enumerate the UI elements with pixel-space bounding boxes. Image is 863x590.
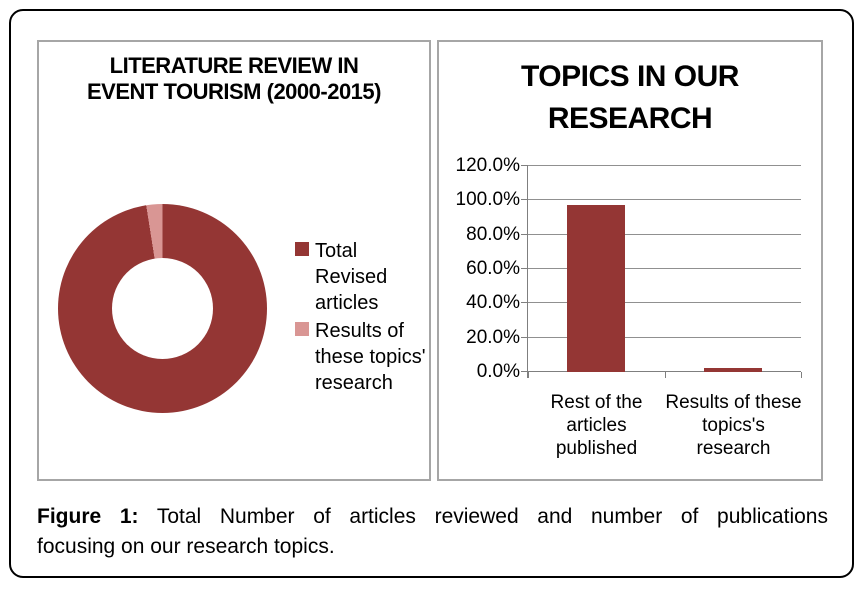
x-axis-line [521, 371, 801, 372]
figure-caption: Figure 1: Total Number of articles revie… [37, 502, 828, 562]
y-tick-label: 20.0% [466, 326, 520, 348]
x-axis-label-results-research: Results of these topics's research [665, 392, 802, 459]
y-axis-tick [521, 268, 528, 269]
bar-1 [703, 367, 762, 372]
bar-chart-title-text: TOPICS IN OUR RESEARCH [521, 60, 739, 135]
bar-chart-title: TOPICS IN OUR RESEARCH [439, 56, 821, 140]
gridline [528, 268, 801, 269]
donut-chart [58, 204, 267, 413]
legend-swatch-dark-red [295, 242, 309, 256]
legend-item-total-revised: Total Revised articles [295, 238, 435, 316]
x-axis-tick [801, 372, 802, 378]
y-tick-label: 0.0% [476, 361, 520, 382]
y-tick-label: 80.0% [466, 223, 520, 245]
x-axis-label-rest-of-articles: Rest of the articles published [550, 392, 643, 459]
gridline [528, 336, 801, 338]
donut-chart-panel: LITERATURE REVIEW IN EVENT TOURISM (2000… [37, 40, 431, 481]
x-axis-tick [528, 372, 529, 378]
donut-chart-title: LITERATURE REVIEW IN EVENT TOURISM (2000… [39, 53, 429, 105]
bar-plot-area [521, 165, 802, 378]
caption-line-2: focusing on our research topics. [37, 535, 335, 558]
legend-label-results: Results of these topics' research [315, 320, 426, 394]
legend-label-total-revised: Total Revised articles [315, 240, 388, 314]
y-tick-label: 120.0% [455, 155, 520, 176]
caption-line-1: Figure 1: Total Number of articles revie… [37, 502, 828, 532]
y-axis-tick [521, 233, 528, 235]
y-axis-tick [521, 199, 528, 201]
y-tick-label: 40.0% [466, 292, 520, 314]
y-axis-tick [521, 165, 528, 166]
gridline [528, 165, 801, 166]
y-tick-label: 60.0% [466, 258, 520, 279]
gridline [528, 233, 801, 235]
donut-chart-title-text: LITERATURE REVIEW IN EVENT TOURISM (2000… [87, 53, 381, 104]
legend-item-results: Results of these topics' research [295, 318, 435, 396]
donut-hole [112, 258, 213, 359]
caption-text-line1: Total Number of articles reviewed and nu… [156, 505, 828, 528]
bar-chart-panel: TOPICS IN OUR RESEARCH 0.0% 20.0% 40.0% 60.… [437, 40, 823, 481]
y-axis-tick [521, 302, 528, 304]
y-tick-label: 100.0% [455, 189, 520, 211]
y-axis-line [527, 166, 528, 378]
x-axis-tick [664, 372, 666, 378]
y-axis-tick [521, 336, 528, 338]
gridline [528, 302, 801, 304]
legend-swatch-pink [295, 322, 309, 336]
bar-0 [567, 204, 626, 372]
gridline [528, 199, 801, 201]
caption-label: Figure 1: [37, 505, 139, 528]
